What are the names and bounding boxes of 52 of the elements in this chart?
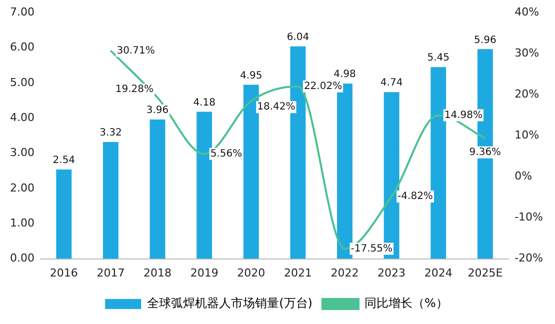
data-label: 18.42% [257, 102, 296, 113]
x-tick-label: 2021 [284, 266, 312, 280]
y-tick-label: 0.00 [10, 252, 34, 265]
data-label: -4.82% [398, 191, 433, 202]
y2-tick-label: 20% [514, 88, 540, 101]
legend-label: 全球弧焊机器人市场销量(万台) [147, 296, 312, 310]
bar [150, 120, 166, 259]
bar [243, 84, 259, 259]
y2-tick-label: -10% [514, 210, 544, 224]
data-label: 5.45 [427, 52, 450, 64]
data-label: 6.04 [286, 32, 310, 43]
data-label: 3.32 [100, 128, 122, 139]
y-tick-label: 5.00 [10, 76, 34, 89]
x-tick-label: 2022 [330, 266, 359, 280]
x-tick-label: 2025E [468, 266, 503, 280]
legend-label: 同比增长（%） [364, 296, 448, 310]
y2-tick-label: -20% [514, 252, 544, 265]
x-tick-label: 2019 [190, 266, 218, 280]
x-tick-label: 2023 [378, 266, 406, 280]
y-tick-label: 6.00 [10, 40, 34, 54]
y-tick-label: 7.00 [10, 5, 34, 18]
bar [102, 142, 118, 259]
y-tick-label: 2.00 [10, 181, 34, 194]
bar [196, 112, 212, 259]
data-label: 3.96 [146, 105, 169, 116]
data-label: 9.36% [469, 146, 502, 158]
data-label: 4.98 [334, 69, 356, 80]
y2-tick-label: 40% [514, 5, 540, 18]
bar [56, 169, 72, 259]
data-label: 14.98% [444, 110, 483, 121]
data-label: 4.74 [380, 78, 403, 89]
x-tick-label: 2020 [237, 266, 266, 280]
data-label: -17.55% [350, 243, 392, 254]
data-label: 5.96 [474, 34, 496, 46]
data-label: 5.56% [210, 148, 242, 160]
y-tick-label: 3.00 [10, 146, 34, 160]
y2-tick-label: 0% [514, 170, 532, 183]
data-label: 4.95 [240, 70, 262, 82]
data-label: 2.54 [52, 155, 76, 166]
y-tick-label: 4.00 [10, 110, 34, 124]
data-label: 19.28% [115, 84, 154, 96]
x-tick-label: 2017 [96, 266, 125, 280]
x-tick-label: 2016 [50, 266, 78, 280]
x-tick-label: 2018 [144, 266, 172, 280]
data-label: 30.71% [116, 45, 155, 56]
y2-tick-label: 10% [514, 128, 540, 142]
x-tick-label: 2024 [424, 266, 452, 280]
y-tick-label: 1.00 [10, 216, 34, 230]
data-label: 22.02% [304, 80, 342, 92]
bar [430, 67, 446, 259]
data-label: 4.18 [193, 97, 216, 108]
y2-tick-label: 30% [514, 46, 540, 60]
